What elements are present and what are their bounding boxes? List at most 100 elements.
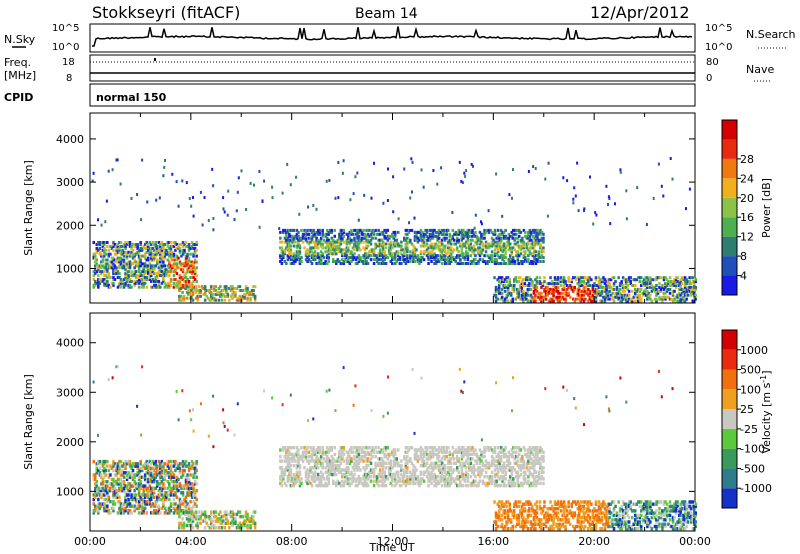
velocity-pixel	[374, 446, 377, 450]
power-pixel	[641, 282, 645, 286]
power-pixel-sparse	[576, 161, 579, 165]
velocity-pixel	[339, 470, 343, 474]
power-pixel	[531, 254, 535, 258]
power-pixel	[386, 238, 389, 242]
power-pixel	[500, 297, 504, 301]
power-pixel	[495, 246, 498, 250]
power-pixel	[475, 240, 479, 244]
power-pixel	[335, 260, 338, 263]
power-pixel	[383, 234, 386, 238]
power-pixel	[686, 287, 690, 291]
power-pixel	[319, 258, 323, 262]
power-pixel	[466, 228, 470, 232]
power-pixel	[558, 291, 561, 295]
velocity-pixel	[357, 466, 361, 470]
nsky-tick-high: 10^5	[52, 23, 79, 34]
power-pixel	[153, 248, 156, 252]
power-pixel	[181, 244, 185, 248]
nave-glitch	[154, 58, 156, 61]
velocity-pixel	[154, 502, 157, 506]
power-pixel	[371, 228, 374, 232]
velocity-pixel	[193, 480, 197, 484]
velocity-pixel	[192, 504, 195, 508]
velocity-pixel	[184, 504, 188, 508]
power-pixel	[327, 240, 330, 244]
power-pixel	[457, 230, 460, 234]
power-pixel	[500, 278, 504, 282]
velocity-pixel	[442, 448, 445, 452]
velocity-pixel	[193, 462, 197, 466]
power-pixel	[374, 228, 377, 232]
power-pixel	[427, 250, 430, 254]
power-pixel	[525, 291, 528, 295]
power-pixel	[434, 262, 438, 265]
velocity-pixel	[427, 477, 430, 481]
velocity-pixel	[124, 466, 127, 470]
velocity-pixel	[451, 452, 454, 457]
power-pixel	[178, 250, 182, 254]
velocity-pixel	[301, 454, 305, 459]
power-pixel	[462, 244, 465, 248]
power-pixel	[460, 248, 464, 252]
power-pixel	[460, 238, 464, 242]
power-pixel	[608, 297, 611, 301]
velocity-pixel	[447, 466, 450, 470]
velocity-pixel	[142, 506, 145, 511]
velocity-pixel	[416, 475, 420, 479]
power-pixel	[528, 262, 532, 265]
power-pixel	[496, 234, 500, 238]
power-pixel	[94, 279, 97, 283]
velocity-pixel	[97, 506, 100, 511]
power-pixel	[572, 276, 575, 280]
power-pixel	[555, 282, 558, 286]
power-pixel	[362, 260, 365, 263]
power-pixel	[381, 250, 385, 254]
power-pixel	[319, 254, 323, 258]
velocity-pixel	[171, 471, 174, 475]
power-pixel	[650, 289, 654, 293]
velocity-pixel	[445, 450, 448, 454]
velocity-pixel	[153, 486, 156, 491]
power-pixel	[213, 298, 216, 302]
velocity-pixel	[190, 491, 194, 495]
power-pixel	[530, 238, 533, 242]
power-pixel	[181, 298, 184, 302]
power-pixel	[139, 260, 142, 264]
velocity-pixel	[362, 450, 365, 454]
velocity-pixel	[282, 477, 285, 481]
velocity-pixel	[139, 480, 142, 484]
power-pixel	[148, 246, 151, 250]
velocity-pixel	[180, 484, 183, 488]
power-pixel	[247, 290, 251, 294]
power-pixel	[98, 246, 102, 250]
velocity-pixel	[168, 471, 171, 475]
power-pixel	[389, 248, 392, 252]
power-pixel	[443, 238, 447, 242]
power-pixel	[344, 248, 347, 252]
velocity-pixel	[172, 486, 176, 491]
velocity-pixel	[112, 464, 115, 468]
power-pixel	[97, 268, 100, 272]
velocity-pixel	[100, 486, 103, 491]
power-pixel	[137, 266, 141, 270]
power-pixel	[693, 284, 696, 287]
velocity-pixel	[434, 461, 438, 465]
velocity-pixel	[103, 466, 106, 470]
velocity-pixel	[406, 468, 409, 472]
velocity-pixel	[294, 459, 297, 463]
power-pixel	[357, 260, 361, 263]
power-pixel	[115, 252, 118, 256]
velocity-pixel	[181, 502, 185, 506]
velocity-pixel	[283, 459, 287, 463]
power-pixel	[140, 285, 144, 289]
velocity-pixel	[312, 477, 315, 481]
power-pixel	[424, 250, 427, 254]
velocity-pixel	[142, 497, 145, 502]
velocity-pixel	[406, 459, 409, 463]
power-pixel	[187, 256, 191, 260]
velocity-pixel	[286, 463, 290, 468]
power-pixel	[522, 291, 525, 295]
velocity-pixel	[181, 491, 185, 495]
velocity-pixel	[363, 481, 367, 486]
power-pixel	[673, 284, 676, 287]
